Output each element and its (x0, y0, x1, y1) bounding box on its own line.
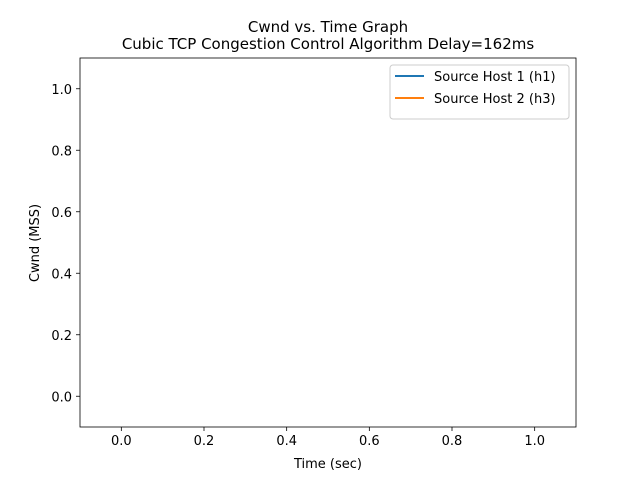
y-tick-label: 0.2 (51, 329, 72, 344)
y-tick-label: 0.6 (51, 206, 72, 221)
x-axis-label: Time (sec) (293, 457, 362, 472)
x-axis-ticks: 0.0 0.2 0.4 0.6 0.8 1.0 (111, 427, 545, 449)
x-tick-label: 1.0 (524, 434, 545, 449)
y-axis-ticks: 0.0 0.2 0.4 0.6 0.8 1.0 (51, 83, 80, 405)
y-tick-label: 0.0 (51, 390, 72, 405)
y-axis-label: Cwnd (MSS) (28, 204, 43, 282)
x-tick-label: 0.4 (276, 434, 297, 449)
legend-label-1: Source Host 1 (h1) (434, 70, 556, 85)
chart-title: Cwnd vs. Time Graph (248, 18, 408, 36)
x-tick-label: 0.0 (111, 434, 132, 449)
plot-frame (79, 57, 577, 428)
plot-area (79, 57, 577, 428)
x-tick-label: 0.8 (442, 434, 463, 449)
legend: Source Host 1 (h1) Source Host 2 (h3) (389, 64, 570, 120)
legend-box (389, 64, 570, 120)
legend-label-2: Source Host 2 (h3) (434, 92, 556, 107)
x-tick-label: 0.6 (359, 434, 380, 449)
x-tick-label: 0.2 (194, 434, 215, 449)
chart-subtitle: Cubic TCP Congestion Control Algorithm D… (122, 35, 535, 53)
y-tick-label: 1.0 (51, 83, 72, 98)
y-tick-label: 0.4 (51, 267, 72, 282)
y-tick-label: 0.8 (51, 144, 72, 159)
